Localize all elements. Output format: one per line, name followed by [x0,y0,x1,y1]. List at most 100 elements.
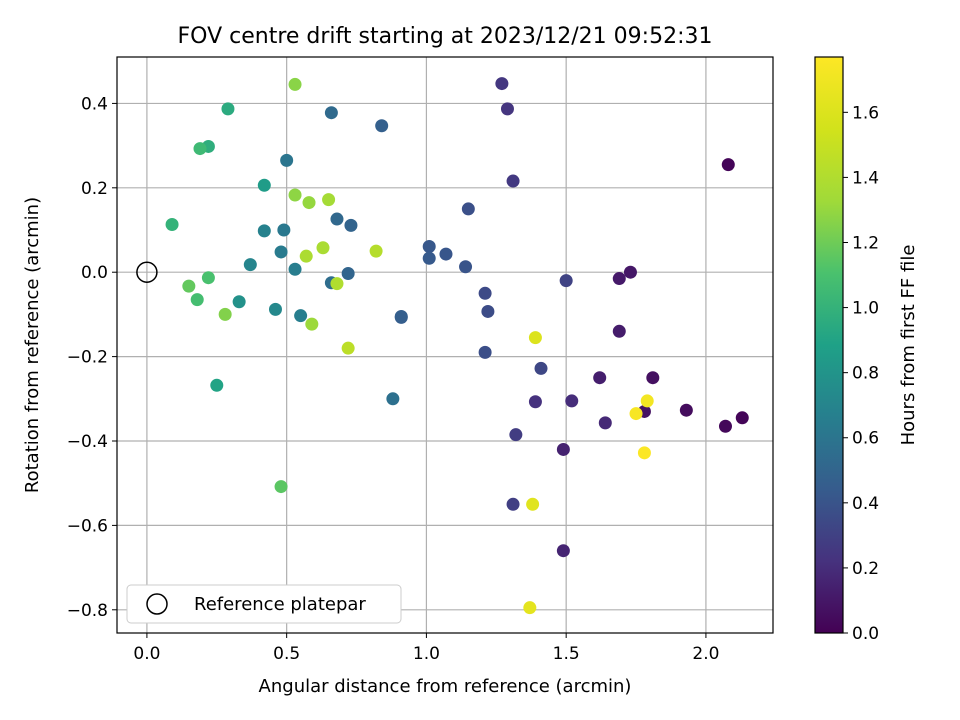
data-point [316,241,330,255]
data-point [280,153,294,167]
data-point [394,310,408,324]
data-point [294,309,308,323]
colorbar-tick-label: 0.8 [852,364,879,384]
data-point [257,224,271,238]
data-point [305,317,319,331]
data-point [344,218,358,232]
data-point [268,302,282,316]
data-point [218,307,232,321]
data-point [559,274,573,288]
reference-platepar-marker [136,261,158,283]
y-tick-label: −0.2 [67,348,108,368]
colorbar-tick-label: 1.2 [852,233,879,253]
data-point [526,497,540,511]
colorbar-tick-label: 0.2 [852,559,879,579]
data-point [721,158,735,172]
grid [117,57,773,633]
y-tick-label: 0.2 [81,179,108,199]
x-tick-label: 0.0 [133,644,160,664]
data-point [478,286,492,300]
data-point [534,361,548,375]
data-point [274,480,288,494]
data-point [509,428,523,442]
data-point [375,119,389,133]
data-point [277,223,291,237]
x-axis-label: Angular distance from reference (arcmin) [259,676,632,697]
data-point [386,392,400,406]
data-point [190,293,204,307]
data-point [523,601,537,615]
data-point [299,249,313,263]
data-point [481,304,495,318]
data-point [478,345,492,359]
data-point [422,251,436,265]
data-point [288,77,302,91]
data-point [598,416,612,430]
data-point [243,258,257,272]
data-point [612,324,626,338]
colorbar-tick-label: 0.0 [852,624,879,644]
y-axis-label: Rotation from reference (arcmin) [22,197,43,493]
colorbar-ticks: 0.0 0.2 0.4 0.6 0.8 1.0 1.2 1.4 1.6 [843,103,879,644]
data-point [341,341,355,355]
data-point [322,193,336,207]
colorbar-tick-label: 1.6 [852,103,879,123]
data-point [565,394,579,408]
data-point [274,245,288,259]
data-point [556,544,570,558]
data-point [221,102,235,116]
colorbar-tick-label: 0.6 [852,429,879,449]
y-tick-label: −0.4 [67,432,108,452]
y-tick-label: 0.0 [81,263,108,283]
data-point [324,106,338,120]
data-point [495,77,509,91]
data-point [679,403,693,417]
legend-reference-marker [146,593,168,615]
data-point [500,102,514,116]
colorbar-tick-label: 1.4 [852,168,879,188]
data-point [232,295,246,309]
x-axis-ticks: 0.0 0.5 1.0 1.5 2.0 [133,633,719,664]
colorbar-tick-label: 0.4 [852,494,879,514]
colorbar-tick-label: 1.0 [852,299,879,319]
data-point [629,407,643,421]
legend-label: Reference platepar [194,594,366,615]
data-point [288,188,302,202]
data-point [640,394,654,408]
data-point [461,202,475,216]
scatter-points [165,77,749,615]
data-point [288,262,302,276]
data-point [182,279,196,293]
y-tick-label: 0.4 [81,94,108,114]
y-tick-label: −0.8 [67,601,108,621]
x-tick-label: 1.5 [553,644,580,664]
x-tick-label: 1.0 [413,644,440,664]
data-point [369,244,383,258]
chart-title: FOV centre drift starting at 2023/12/21 … [178,24,713,49]
x-tick-label: 0.5 [273,644,300,664]
data-point [201,271,215,285]
colorbar-gradient [814,56,844,634]
data-point [637,446,651,460]
data-point [210,378,224,392]
legend: Reference platepar [126,584,402,624]
data-point [257,178,271,192]
data-point [302,196,316,210]
data-point [528,331,542,345]
data-point [459,260,473,274]
data-point [506,497,520,511]
data-point [165,218,179,232]
data-point [330,212,344,226]
data-point [612,272,626,286]
plot-frame [116,56,774,634]
data-point [735,411,749,425]
data-point [718,419,732,433]
data-point [341,266,355,280]
data-point [422,239,436,253]
data-point [646,371,660,385]
data-point [623,265,637,279]
y-tick-label: −0.6 [67,516,108,536]
colorbar: 0.0 0.2 0.4 0.6 0.8 1.0 1.2 1.4 1.6 Hours from f… [814,56,919,644]
colorbar-label: Hours from first FF file [898,245,919,446]
